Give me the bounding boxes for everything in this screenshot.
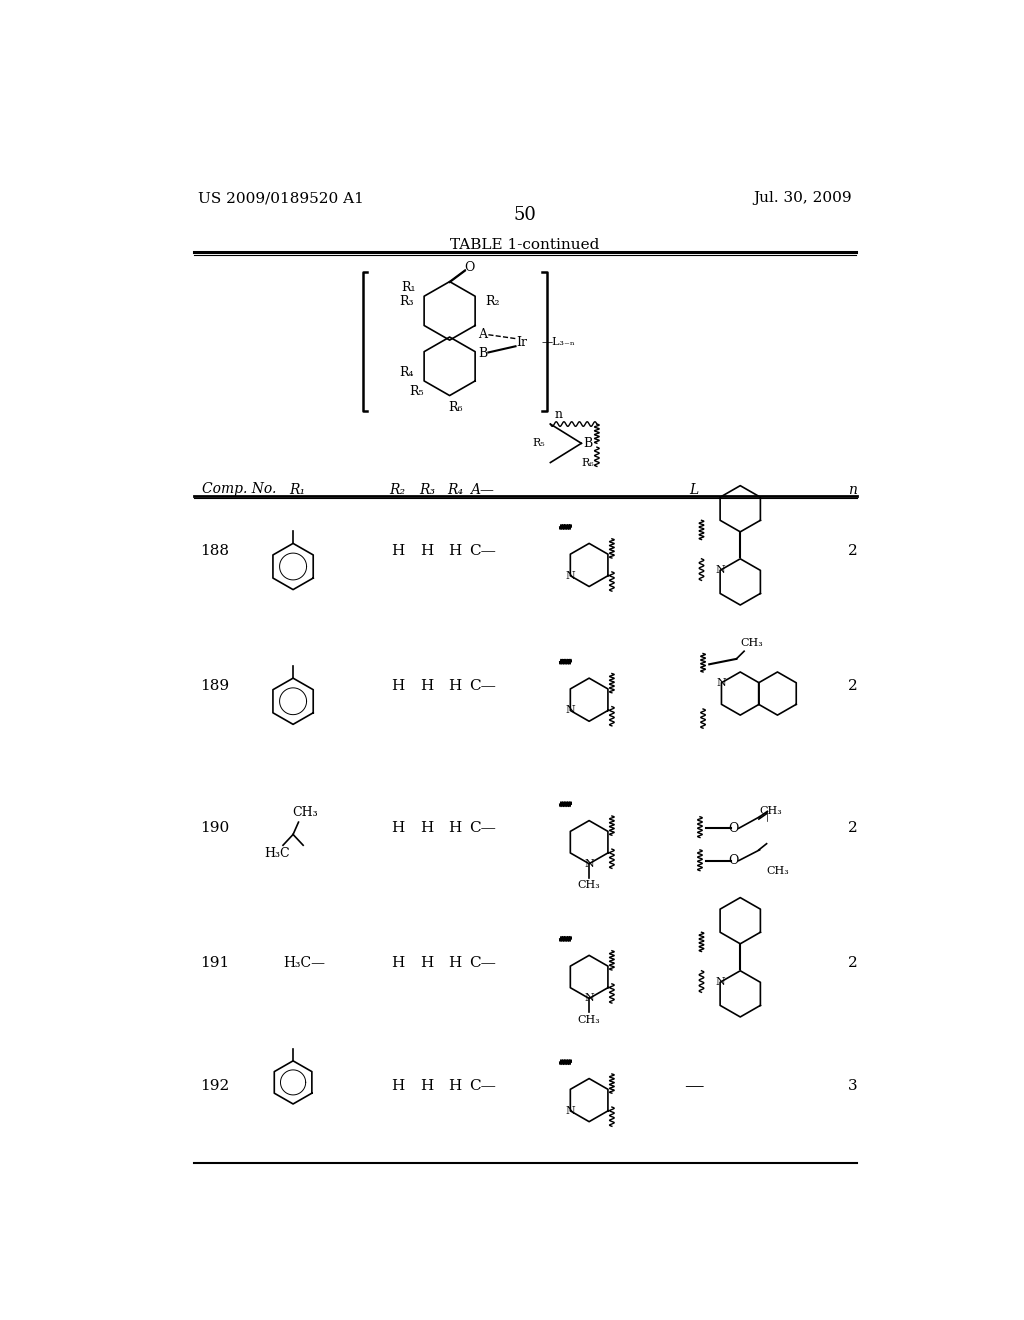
Text: H: H (449, 1080, 462, 1093)
Text: R₄: R₄ (399, 366, 414, 379)
Text: CH₃: CH₃ (740, 639, 763, 648)
Text: 188: 188 (201, 544, 229, 558)
Text: H: H (391, 544, 404, 558)
Text: Comp. No.: Comp. No. (202, 483, 276, 496)
Text: O: O (728, 854, 738, 867)
Text: A—: A— (470, 483, 495, 496)
Text: C—: C— (469, 678, 496, 693)
Text: 190: 190 (200, 821, 229, 836)
Text: R₆: R₆ (449, 400, 463, 413)
Text: C—: C— (469, 956, 496, 970)
Text: 191: 191 (200, 956, 229, 970)
Text: H: H (449, 678, 462, 693)
Text: TABLE 1-continued: TABLE 1-continued (451, 238, 599, 252)
Text: N: N (585, 859, 594, 869)
Text: R₁: R₁ (401, 281, 416, 294)
Text: N: N (565, 570, 575, 581)
Text: 2: 2 (848, 956, 857, 970)
Text: H: H (421, 956, 434, 970)
Text: 2: 2 (848, 544, 857, 558)
Text: CH₃: CH₃ (578, 1015, 600, 1026)
Text: CH₃: CH₃ (292, 807, 317, 820)
Text: CH₃: CH₃ (760, 807, 782, 816)
Text: L: L (689, 483, 698, 496)
Text: H: H (391, 678, 404, 693)
Text: H: H (421, 1080, 434, 1093)
Text: H: H (421, 544, 434, 558)
Text: H: H (449, 544, 462, 558)
Text: R₃: R₃ (399, 296, 414, 308)
Text: H₃C: H₃C (265, 847, 291, 861)
Text: CH₃: CH₃ (578, 880, 600, 890)
Text: US 2009/0189520 A1: US 2009/0189520 A1 (198, 191, 364, 206)
Text: C—: C— (469, 544, 496, 558)
Text: —: — (684, 1077, 703, 1096)
Text: Jul. 30, 2009: Jul. 30, 2009 (754, 191, 852, 206)
Text: H: H (421, 678, 434, 693)
Text: N: N (565, 705, 575, 715)
Text: R₁: R₁ (289, 483, 305, 496)
Text: R₂: R₂ (390, 483, 406, 496)
Text: 192: 192 (200, 1080, 229, 1093)
Text: R₆: R₆ (582, 458, 594, 467)
Text: C—: C— (469, 1080, 496, 1093)
Text: H₃C—: H₃C— (283, 956, 325, 970)
Text: CH₃: CH₃ (766, 866, 788, 875)
Text: H: H (449, 821, 462, 836)
Text: 189: 189 (201, 678, 229, 693)
Text: n: n (848, 483, 857, 496)
Text: B: B (478, 347, 487, 360)
Text: A: A (478, 329, 487, 342)
Text: R₂: R₂ (485, 296, 501, 308)
Text: 2: 2 (848, 821, 857, 836)
Text: H: H (449, 956, 462, 970)
Text: O: O (464, 261, 474, 275)
Text: N: N (585, 994, 594, 1003)
Text: 3: 3 (848, 1080, 857, 1093)
Text: R₃: R₃ (419, 483, 435, 496)
Text: N: N (715, 565, 725, 576)
Text: Ir: Ir (516, 335, 527, 348)
Text: N: N (565, 1106, 575, 1115)
Text: n: n (554, 408, 562, 421)
Text: C—: C— (469, 821, 496, 836)
Text: N: N (717, 677, 726, 688)
Text: O: O (728, 822, 738, 834)
Text: —L₃₋ₙ: —L₃₋ₙ (541, 338, 574, 347)
Text: H: H (421, 821, 434, 836)
Text: R₅: R₅ (409, 385, 424, 399)
Text: H: H (391, 956, 404, 970)
Text: 2: 2 (848, 678, 857, 693)
Text: R₄: R₄ (447, 483, 463, 496)
Text: H: H (391, 821, 404, 836)
Text: H: H (391, 1080, 404, 1093)
Text: R₅: R₅ (532, 438, 545, 449)
Text: B: B (583, 437, 592, 450)
Text: 50: 50 (513, 206, 537, 223)
Text: N: N (715, 977, 725, 987)
